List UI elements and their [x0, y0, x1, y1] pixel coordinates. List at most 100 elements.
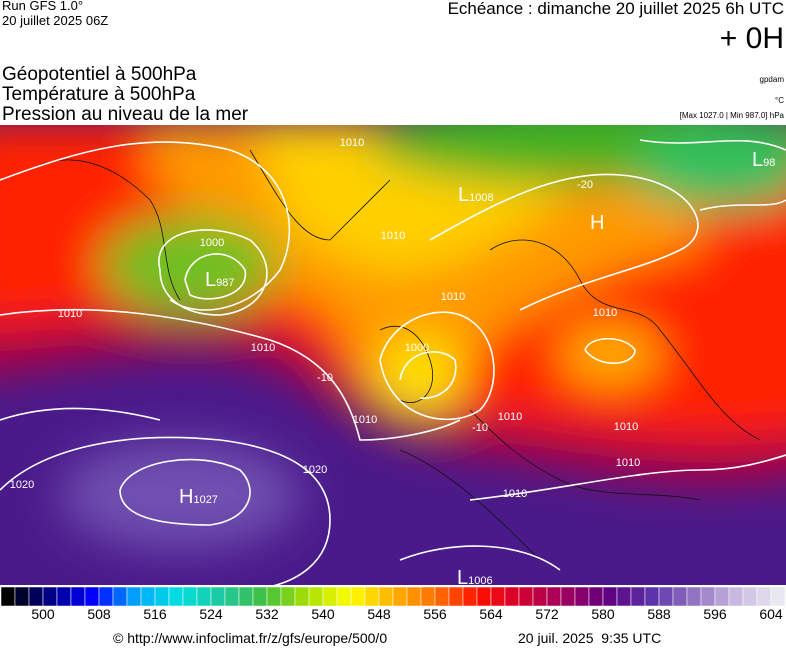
isobar-label: 1020: [10, 479, 34, 491]
colorbar-swatch: [350, 586, 366, 607]
colorbar-tick-label: 508: [87, 606, 111, 622]
colorbar-tick-label: 556: [423, 606, 447, 622]
isobar-label: 1010: [381, 230, 405, 242]
colorbar-swatch: [364, 586, 380, 607]
pressure-system: L1008: [458, 184, 494, 206]
system-letter: L: [752, 149, 763, 171]
system-letter: L: [205, 269, 216, 291]
run-label: Run GFS 1.0°: [2, 0, 83, 13]
colorbar-tick-label: 588: [647, 606, 671, 622]
isobar-label: 1010: [498, 411, 522, 423]
isobar-label: 1010: [441, 291, 465, 303]
colorbar-swatch: [518, 586, 534, 607]
colorbar-swatch: [770, 586, 786, 607]
echeance: Echéance : dimanche 20 juillet 2025 6h U…: [448, 0, 784, 18]
field-title: Température à 500hPa: [2, 84, 196, 105]
colorbar-swatch: [14, 586, 30, 607]
colorbar-swatch: [532, 586, 548, 607]
isobar-label: 1010: [616, 457, 640, 469]
colorbar-tick-label: 524: [199, 606, 223, 622]
colorbar-swatch: [462, 586, 478, 607]
colorbar-swatch: [504, 586, 520, 607]
colorbar-swatch: [182, 586, 198, 607]
system-value: 1027: [193, 494, 217, 506]
temperature-label: -20: [577, 179, 593, 191]
colorbar-swatch: [238, 586, 254, 607]
colorbar-swatch: [602, 586, 618, 607]
colorbar-swatch: [56, 586, 72, 607]
system-value: 987: [216, 277, 234, 289]
colorbar-swatch: [210, 586, 226, 607]
isobar-label: 1000: [405, 342, 429, 354]
colorbar-swatch: [560, 586, 576, 607]
colorbar-swatch: [126, 586, 142, 607]
colorbar-swatch: [140, 586, 156, 607]
colorbar-swatch: [742, 586, 758, 607]
colorbar-swatch: [658, 586, 674, 607]
pressure-system: L98: [752, 149, 775, 171]
pressure-system: H1027: [179, 486, 218, 508]
colorbar-swatch: [644, 586, 660, 607]
unit: °C: [775, 96, 784, 105]
colorbar-swatch: [700, 586, 716, 607]
colorbar-swatch: [84, 586, 100, 607]
colorbar-swatch: [266, 586, 282, 607]
field-title: Pression au niveau de la mer: [2, 104, 249, 125]
colorbar-swatch: [112, 586, 128, 607]
colorbar-swatch: [756, 586, 772, 607]
colorbar-swatch: [630, 586, 646, 607]
colorbar-swatch: [546, 586, 562, 607]
colorbar-tick-label: 500: [31, 606, 55, 622]
map: [0, 125, 786, 585]
colorbar-swatch: [406, 586, 422, 607]
colorbar-tick-label: 580: [591, 606, 615, 622]
colorbar-swatch: [154, 586, 170, 607]
isobar-label: 1010: [340, 137, 364, 149]
colorbar-tick-label: 540: [311, 606, 335, 622]
run-date: 20 juillet 2025 06Z: [2, 13, 108, 28]
colorbar-swatch: [336, 586, 352, 607]
colorbar-swatch: [714, 586, 730, 607]
colorbar-swatch: [280, 586, 296, 607]
colorbar-swatch: [196, 586, 212, 607]
colorbar-swatch: [672, 586, 688, 607]
colorbar-swatch: [0, 586, 16, 607]
colorbar-swatch: [420, 586, 436, 607]
colorbar-tick-label: 516: [143, 606, 167, 622]
isobar-label: 1010: [251, 342, 275, 354]
colorbar-swatch: [490, 586, 506, 607]
colorbar-tick-label: 548: [367, 606, 391, 622]
colorbar-tick-label: 564: [479, 606, 503, 622]
colorbar-swatch: [224, 586, 240, 607]
pressure-system: H: [590, 212, 604, 234]
colorbar-swatch: [574, 586, 590, 607]
colorbar-swatch: [322, 586, 338, 607]
colorbar-swatch: [252, 586, 268, 607]
footer-time: 20 juil. 2025 9:35 UTC: [518, 630, 661, 646]
system-value: 1008: [469, 192, 493, 204]
colorbar-swatch: [168, 586, 184, 607]
colorbar-tick-label: 532: [255, 606, 279, 622]
colorbar-tick-label: 596: [703, 606, 727, 622]
isobar-label: 1010: [58, 308, 82, 320]
system-letter: L: [457, 567, 468, 589]
pressure-system: L987: [205, 269, 234, 291]
field-title: Géopotentiel à 500hPa: [2, 64, 197, 85]
system-value: 1006: [468, 575, 492, 587]
colorbar-swatch: [686, 586, 702, 607]
system-letter: L: [458, 184, 469, 206]
isobar-label: 1010: [614, 421, 638, 433]
colorbar-swatch: [616, 586, 632, 607]
isobar-label: 1000: [200, 237, 224, 249]
colorbar-swatch: [434, 586, 450, 607]
colorbar-swatch: [308, 586, 324, 607]
colorbar-swatch: [70, 586, 86, 607]
isobar-label: 1010: [593, 307, 617, 319]
colorbar-tick-label: 604: [759, 606, 783, 622]
temperature-label: -10: [317, 372, 333, 384]
colorbar-tick-label: 572: [535, 606, 559, 622]
colorbar-swatch: [28, 586, 44, 607]
unit: gpdam: [760, 75, 785, 84]
